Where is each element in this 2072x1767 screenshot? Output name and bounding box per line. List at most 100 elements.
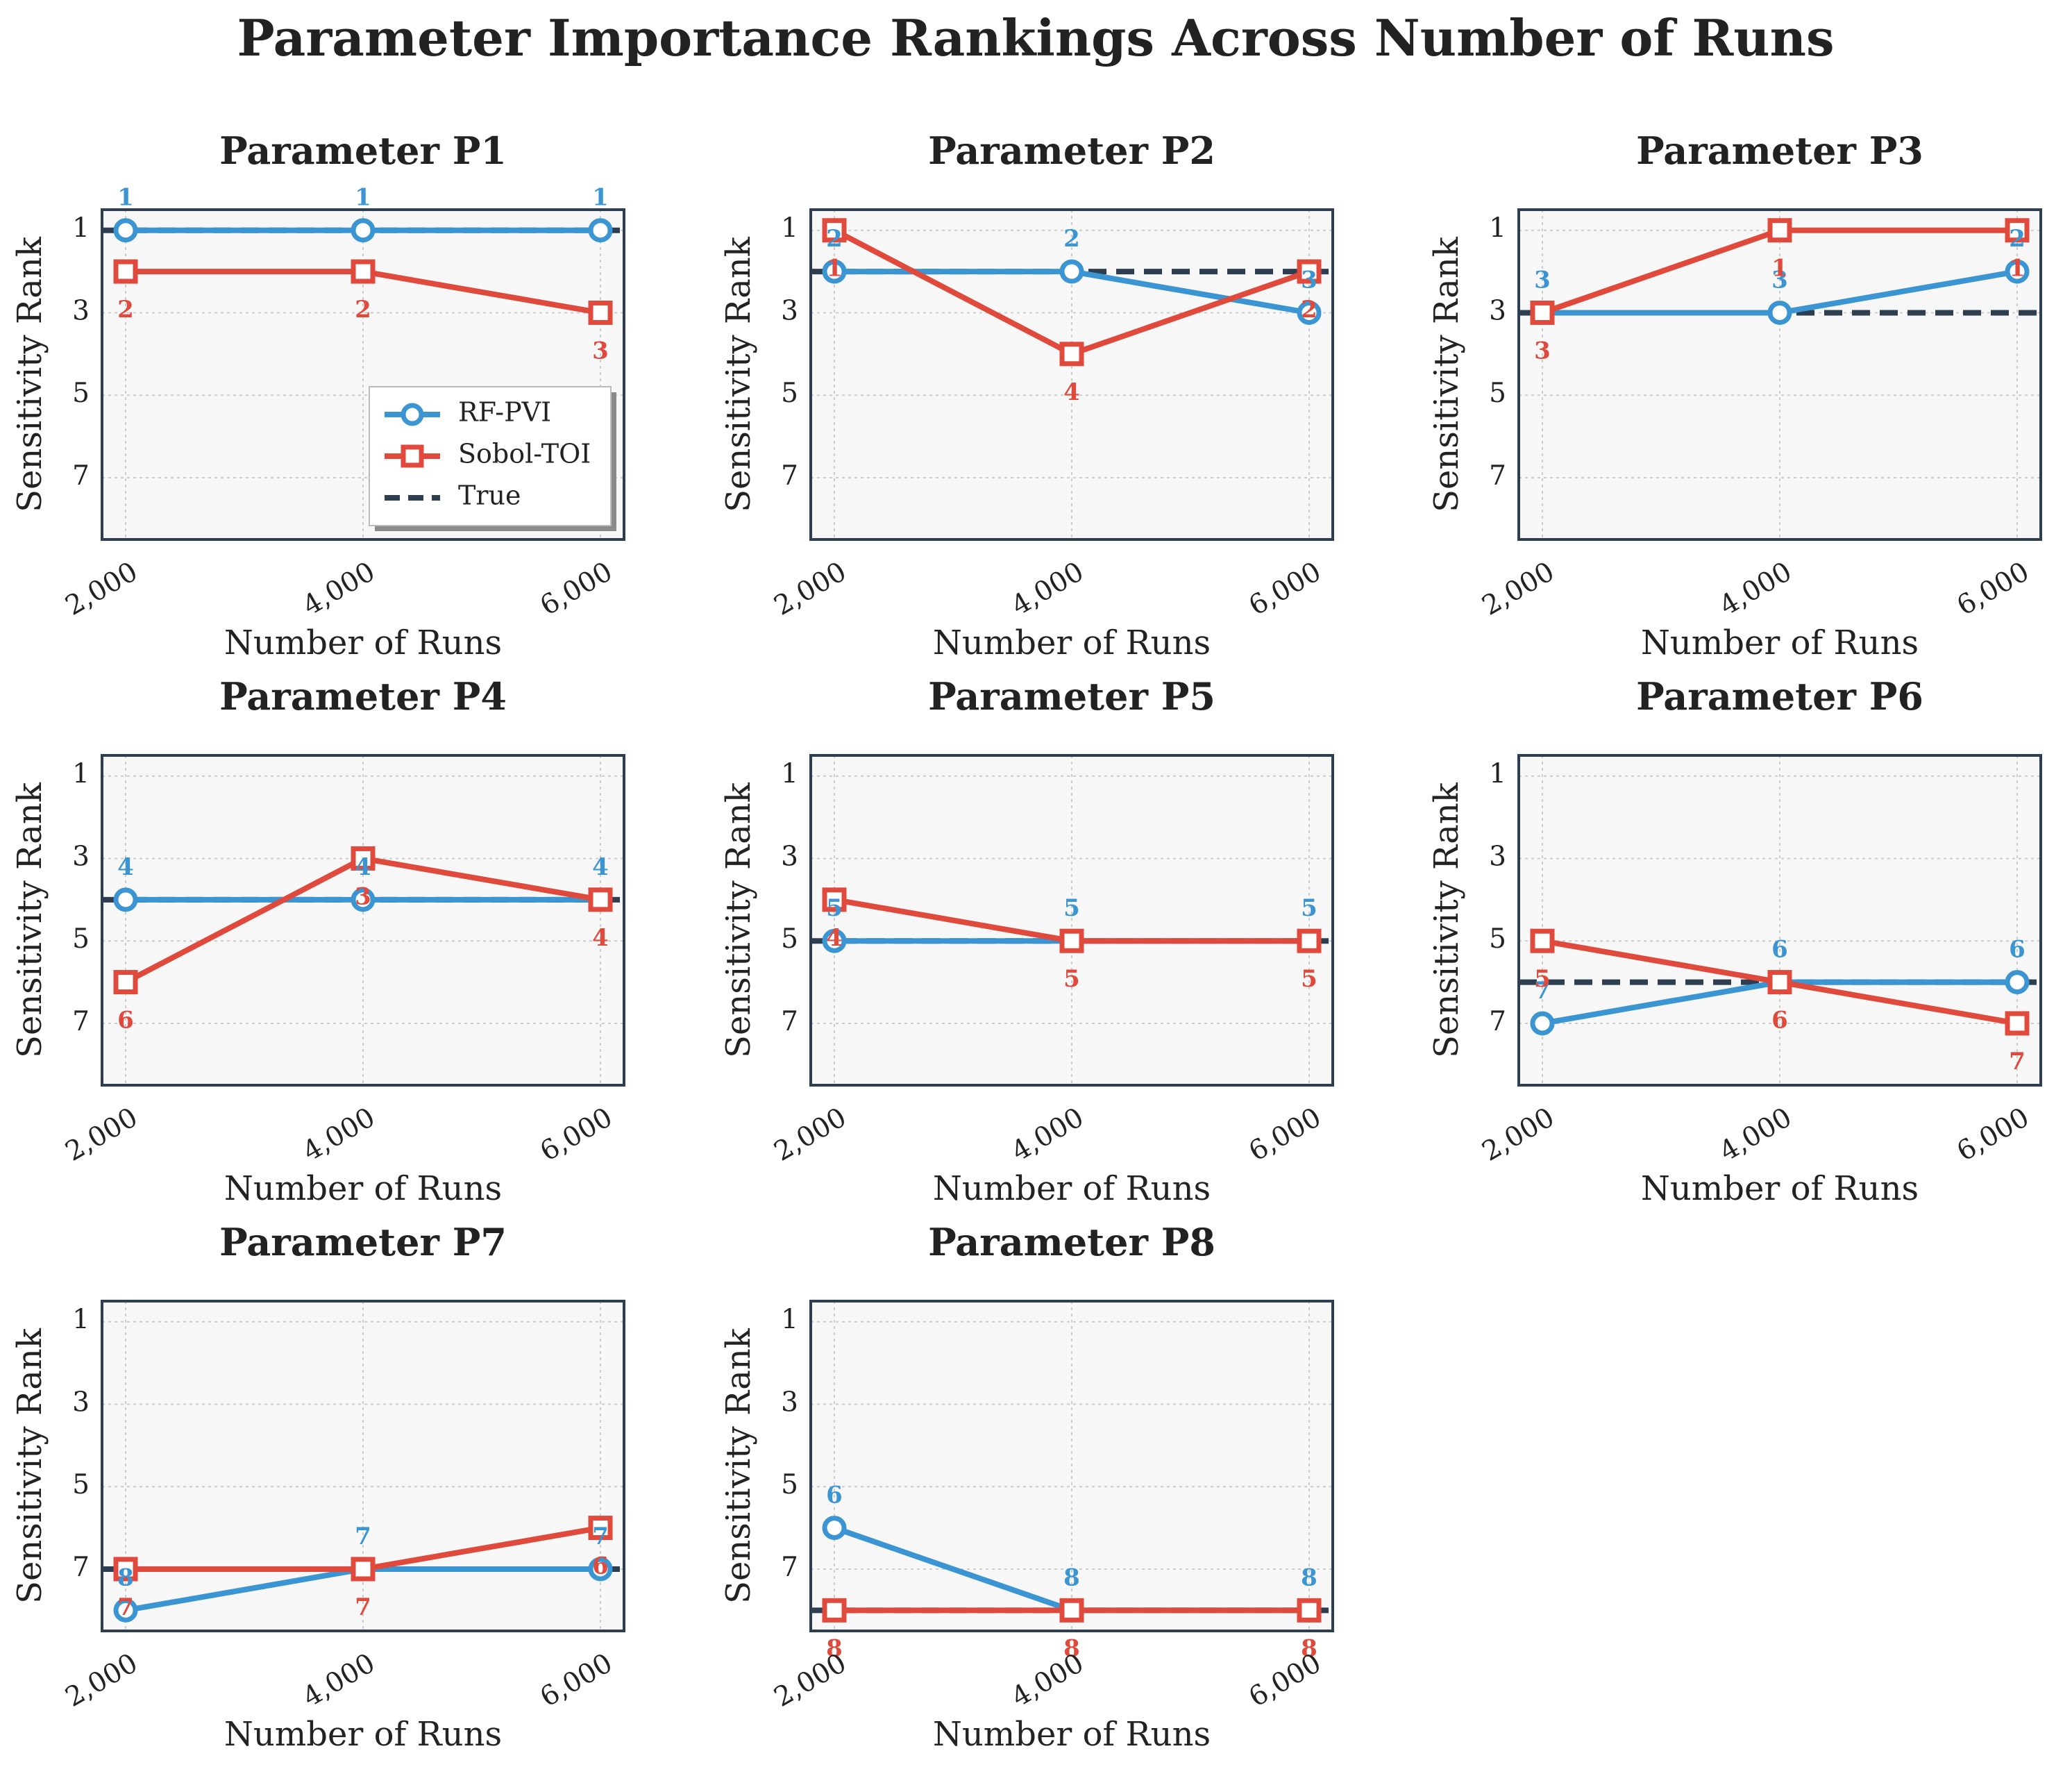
y-tick-label: 7 (72, 1552, 90, 1583)
rf-pvi-point (2005, 970, 2030, 995)
x-tick-label: 2,000 (769, 556, 852, 622)
panel-title: Parameter P3 (1636, 128, 1923, 173)
sobol-toi-point (1297, 928, 1322, 953)
y-tick-label: 5 (72, 378, 90, 409)
x-axis-label: Number of Runs (1641, 1169, 1919, 1208)
axes-frame (1517, 208, 2042, 541)
legend-rf-marker (401, 403, 424, 426)
x-tick-label: 6,000 (535, 1648, 618, 1714)
x-axis-label: Number of Runs (1641, 623, 1919, 662)
sobol-toi-data-label: 3 (355, 882, 371, 910)
y-tick-label: 1 (781, 213, 798, 244)
panel-title: Parameter P1 (219, 128, 507, 173)
rf-pvi-data-label: 2 (826, 225, 843, 253)
legend-rf-label: RF-PVI (458, 397, 551, 428)
sobol-toi-data-label: 5 (1063, 965, 1080, 993)
legend-true-label: True (458, 480, 521, 511)
sobol-toi-data-label: 1 (1771, 255, 1788, 283)
legend-sobol-marker (401, 444, 424, 468)
x-axis-label: Number of Runs (933, 623, 1211, 662)
rf-pvi-data-label: 4 (592, 853, 609, 881)
sobol-toi-data-label: 7 (2009, 1048, 2025, 1075)
x-tick-label: 6,000 (1244, 556, 1326, 622)
y-tick-label: 7 (1489, 1006, 1506, 1037)
y-tick-label: 5 (72, 923, 90, 955)
sobol-toi-point (113, 1557, 138, 1582)
panel-title: Parameter P2 (928, 128, 1215, 173)
x-tick-label: 2,000 (769, 1102, 852, 1168)
rf-pvi-point (1059, 259, 1084, 284)
sobol-toi-point (351, 846, 376, 871)
rf-pvi-point (1297, 300, 1322, 325)
sobol-toi-point (1767, 970, 1792, 995)
y-tick-label: 7 (1489, 460, 1506, 492)
y-tick-label: 1 (781, 759, 798, 790)
x-tick-label: 4,000 (298, 1102, 380, 1168)
sobol-toi-data-label: 2 (355, 296, 371, 324)
rf-pvi-data-label: 7 (1534, 977, 1551, 1005)
sobol-toi-data-label: 8 (1301, 1634, 1317, 1662)
x-tick-label: 2,000 (1477, 556, 1560, 622)
x-axis-label: Number of Runs (933, 1715, 1211, 1754)
x-tick-label: 6,000 (1952, 1102, 2035, 1168)
rf-pvi-point (1767, 300, 1792, 325)
y-tick-label: 5 (781, 1469, 798, 1500)
rf-pvi-point (2005, 259, 2030, 284)
y-tick-label: 1 (72, 213, 90, 244)
rf-pvi-point (1530, 1011, 1555, 1036)
rf-pvi-data-label: 3 (1534, 266, 1551, 294)
x-tick-label: 4,000 (298, 1648, 380, 1714)
sobol-toi-data-label: 1 (826, 255, 843, 283)
y-tick-label: 3 (72, 295, 90, 326)
sobol-toi-data-label: 5 (1534, 965, 1551, 993)
y-tick-label: 5 (72, 1469, 90, 1500)
rf-pvi-data-label: 1 (117, 184, 134, 212)
rf-pvi-data-label: 7 (355, 1523, 371, 1550)
sobol-toi-data-label: 8 (826, 1634, 843, 1662)
panel-p8: 6 8 8 8 8 8 1 3 5 7 2,000 4,000 6,000 Number of Runs S… (719, 1220, 1334, 1754)
x-axis-label: Number of Runs (224, 623, 502, 662)
rf-pvi-data-label: 5 (1063, 894, 1080, 922)
rf-pvi-data-label: 6 (1771, 936, 1788, 964)
rf-pvi-point (822, 259, 847, 284)
rf-pvi-data-label: 8 (1301, 1564, 1317, 1591)
x-tick-label: 4,000 (1715, 556, 1797, 622)
sobol-toi-data-label: 6 (1771, 1007, 1788, 1035)
sobol-toi-point (1297, 1598, 1322, 1623)
x-tick-label: 6,000 (535, 1102, 618, 1168)
sobol-toi-data-label: 7 (117, 1593, 134, 1621)
y-tick-label: 5 (1489, 923, 1506, 955)
x-tick-label: 2,000 (60, 1648, 143, 1714)
y-tick-label: 3 (1489, 295, 1506, 326)
rf-pvi-data-label: 2 (2009, 225, 2025, 253)
rf-pvi-data-label: 5 (826, 894, 843, 922)
y-tick-label: 1 (72, 1305, 90, 1336)
legend: RF-PVI Sobol-TOI True (369, 386, 616, 531)
rf-pvi-point (351, 887, 376, 912)
sobol-toi-data-label: 2 (117, 296, 134, 324)
x-axis-label: Number of Runs (224, 1715, 502, 1754)
rf-pvi-point (588, 218, 613, 243)
y-axis-label: Sensitivity Rank (719, 1328, 758, 1604)
y-tick-label: 7 (72, 460, 90, 492)
y-tick-label: 7 (72, 1006, 90, 1037)
sobol-toi-data-label: 6 (117, 1007, 134, 1035)
sobol-toi-data-label: 4 (1063, 378, 1080, 406)
y-tick-label: 3 (1489, 841, 1506, 872)
sobol-toi-point (351, 259, 376, 284)
rf-pvi-data-label: 4 (117, 853, 134, 881)
sobol-toi-point (2005, 1011, 2030, 1036)
x-tick-label: 4,000 (1006, 1102, 1089, 1168)
panel-p1: 1 2 1 2 1 3 1 3 5 7 2,000 4,000 6,000 Number of Runs S… (10, 128, 625, 662)
y-axis-label: Sensitivity Rank (719, 236, 758, 512)
sobol-toi-point (1530, 928, 1555, 953)
sobol-toi-point (822, 218, 847, 243)
sobol-toi-data-label: 1 (2009, 255, 2025, 283)
sobol-toi-point (1059, 928, 1084, 953)
